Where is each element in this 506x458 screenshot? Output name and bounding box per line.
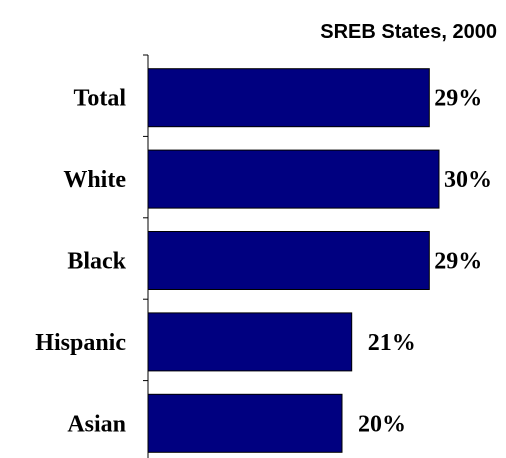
bar-white	[147, 149, 440, 209]
category-labels: Total White Black Hispanic Asian	[35, 86, 126, 438]
value-label-total: 29%	[434, 86, 482, 112]
category-label-black: Black	[67, 249, 126, 275]
category-label-white: White	[63, 167, 126, 193]
value-label-black: 29%	[434, 249, 482, 275]
bar-hispanic	[147, 312, 353, 372]
value-label-hispanic: 21%	[368, 330, 416, 356]
value-label-asian: 20%	[358, 411, 406, 437]
chart-title: SREB States, 2000	[320, 21, 497, 43]
bar-black	[147, 231, 430, 290]
bars	[147, 68, 440, 453]
bar-total	[147, 68, 430, 128]
value-labels: 29% 30% 29% 21% 20%	[358, 86, 492, 438]
value-label-white: 30%	[444, 167, 492, 193]
bar-asian	[147, 393, 343, 453]
category-label-asian: Asian	[67, 411, 126, 437]
y-axis-ticks	[143, 54, 148, 382]
category-label-total: Total	[74, 86, 127, 112]
category-label-hispanic: Hispanic	[35, 330, 126, 356]
